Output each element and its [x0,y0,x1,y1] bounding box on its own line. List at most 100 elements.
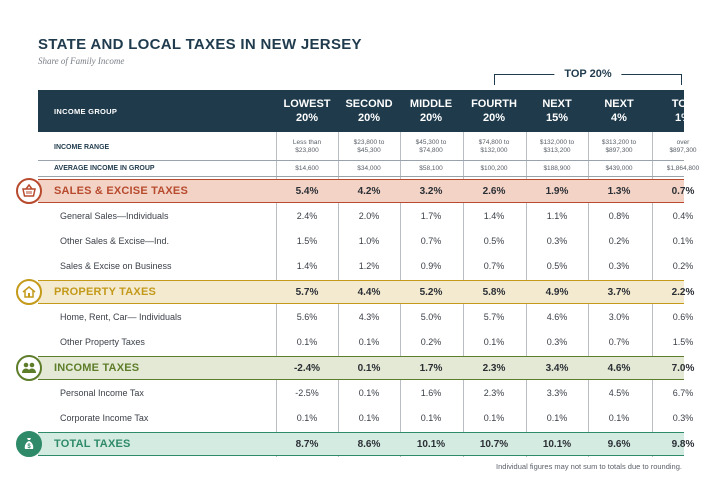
section-value: 4.9% [545,286,569,298]
column-header-line2: 15% [545,112,569,124]
row-value: 0.1% [420,412,442,423]
money-bag-icon: $ [16,431,42,457]
income-range-line1: over [676,139,690,146]
row-value: 1.7% [420,210,442,221]
income-range-line1: $23,800 to [353,139,385,146]
section-value: 8.6% [357,438,381,450]
income-range-text: $313,200 to $897,300 [602,139,636,155]
column-header: FOURTH 20% [463,90,525,132]
average-income-label: AVERAGE INCOME IN GROUP [54,165,155,172]
income-range-line2: $74,800 [419,147,443,154]
row-value: 0.1% [608,412,630,423]
row-value: 0.3% [608,260,630,271]
income-range-cell: $132,000 to $313,200 [526,134,588,160]
table-row: General Sales—Individuals 2.4% 2.0% 1.7% 1.4… [38,203,693,228]
table-row: Personal Income Tax -2.5% 0.1% 1.6% 2.3% 3.3%… [38,380,693,405]
section-value: 0.1% [357,362,381,374]
column-header-line1: SECOND [345,98,393,110]
section-value: 5.7% [295,286,319,298]
column-separator [463,90,464,457]
section-row-total: TOTAL TAXES 8.7% 8.6% 10.1% 10.7% 10.1% 9.6% 9.… [38,432,694,456]
section-value: 9.6% [607,438,631,450]
column-separator [588,90,589,457]
svg-text:$: $ [27,444,31,450]
row-value: 1.5% [296,235,318,246]
column-header-line1: FOURTH [471,98,517,110]
column-header-line2: 20% [419,112,443,124]
row-value: 0.1% [296,336,318,347]
income-range-text: $132,000 to $313,200 [540,139,574,155]
section-value: 5.8% [482,286,506,298]
income-range-line1: $45,300 to [415,139,447,146]
column-header: NEXT 15% [526,90,588,132]
income-range-line1: Less than [292,139,322,146]
section-value: 4.6% [607,362,631,374]
column-header-line1: NEXT [542,98,572,110]
income-range-line1: $313,200 to [601,139,637,146]
income-range-text: $45,300 to $74,800 [416,139,447,155]
row-value: 4.3% [358,311,380,322]
income-group-header: INCOME GROUP [54,106,118,116]
row-value: 0.9% [420,260,442,271]
row-value: 3.3% [546,387,568,398]
footnote: Individual figures may not sum to totals… [496,462,682,471]
column-header: MIDDLE 20% [400,90,462,132]
income-range-line2: $132,000 [480,147,508,154]
house-icon [16,279,42,305]
people-icon [16,355,42,381]
average-income-cell: $1,864,800 [666,164,700,172]
table-row: Sales & Excise on Business 1.4% 1.2% 0.9% 0.… [38,253,693,278]
section-value: 5.4% [295,185,319,197]
row-value: -2.5% [295,387,319,398]
income-range-text: $74,800 to $132,000 [479,139,510,155]
row-value: 1.6% [420,387,442,398]
row-label: Personal Income Tax [60,387,144,398]
income-range-cell: $74,800 to $132,000 [463,134,525,160]
column-header-line1: LOWEST [283,98,331,110]
table-row: Corporate Income Tax 0.1% 0.1% 0.1% 0.1% 0.1%… [38,405,693,430]
income-range-line2: $897,300 [669,147,697,154]
column-header: LOWEST 20% [276,90,338,132]
section-label: INCOME TAXES [54,362,140,374]
row-value: 0.7% [420,235,442,246]
row-value: 0.2% [608,235,630,246]
section-value: 0.7% [671,185,695,197]
column-separator [526,90,527,457]
row-value: 5.0% [420,311,442,322]
row-value: 5.7% [483,311,505,322]
section-row-property: PROPERTY TAXES 5.7% 4.4% 5.2% 5.8% 4.9% 3.7% 2.… [38,280,694,304]
table-row: Other Sales & Excise—Ind. 1.5% 1.0% 0.7% 0.5… [38,228,693,253]
row-value: 0.1% [358,336,380,347]
income-range-label: INCOME RANGE [54,143,110,151]
average-income-cell: $34,000 [357,164,381,172]
income-range-cell: $45,300 to $74,800 [400,134,462,160]
row-value: 0.5% [546,260,568,271]
row-value: 0.3% [546,336,568,347]
column-separator [276,90,277,457]
row-value: 0.5% [483,235,505,246]
column-header-line1: NEXT [604,98,634,110]
income-range-text: over $897,300 [669,139,696,155]
section-value: 3.4% [545,362,569,374]
row-value: 0.2% [672,260,694,271]
income-range-text: $23,800 to $45,300 [354,139,385,155]
row-value: 0.8% [608,210,630,221]
row-value: 0.7% [608,336,630,347]
row-value: 4.5% [608,387,630,398]
income-range-line2: $313,200 [543,147,571,154]
column-header-line2: 20% [357,112,381,124]
column-header: NEXT 4% [588,90,650,132]
row-value: 1.4% [483,210,505,221]
column-header-line2: 20% [295,112,319,124]
section-value: 2.6% [482,185,506,197]
column-header-line2: 20% [482,112,506,124]
section-row-sales: SALES & EXCISE TAXES 5.4% 4.2% 3.2% 2.6% 1.9%… [38,179,694,203]
row-value: 6.7% [672,387,694,398]
column-header-line2: 1% [675,112,691,124]
row-value: 0.1% [358,412,380,423]
row-value: 1.5% [672,336,694,347]
section-value: 1.7% [419,362,443,374]
section-value: 1.9% [545,185,569,197]
row-value: 1.1% [546,210,568,221]
table-row: Home, Rent, Car— Individuals 5.6% 4.3% 5.0%… [38,304,693,329]
